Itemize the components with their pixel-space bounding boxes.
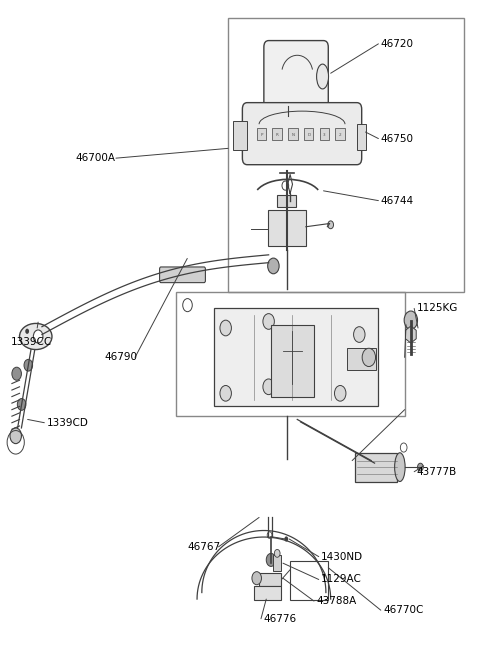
Bar: [268, 211, 306, 247]
FancyBboxPatch shape: [264, 41, 328, 109]
Text: P: P: [260, 133, 263, 136]
Bar: [228, 18, 464, 292]
Bar: [304, 128, 313, 140]
Circle shape: [275, 550, 280, 558]
Ellipse shape: [395, 453, 405, 482]
Bar: [290, 561, 328, 600]
Ellipse shape: [20, 323, 52, 350]
Bar: [320, 128, 329, 140]
Circle shape: [25, 329, 29, 334]
Text: 46744: 46744: [381, 195, 414, 205]
Circle shape: [220, 386, 231, 401]
Circle shape: [263, 314, 275, 329]
Ellipse shape: [317, 64, 328, 89]
Text: 46770C: 46770C: [383, 605, 423, 615]
Text: 1339CC: 1339CC: [11, 337, 52, 348]
Bar: [285, 102, 304, 132]
Bar: [336, 128, 345, 140]
Circle shape: [284, 112, 291, 121]
Bar: [233, 121, 247, 150]
Circle shape: [17, 399, 26, 410]
Text: 46767: 46767: [188, 542, 221, 552]
Text: 46700A: 46700A: [75, 153, 115, 163]
Text: N: N: [291, 133, 294, 136]
Text: R: R: [276, 133, 279, 136]
Text: 1430ND: 1430ND: [321, 552, 363, 562]
Text: 46790: 46790: [104, 352, 137, 362]
Bar: [355, 453, 397, 482]
Circle shape: [24, 359, 33, 371]
Bar: [176, 292, 405, 416]
Text: 1339CD: 1339CD: [47, 418, 89, 428]
Circle shape: [268, 258, 279, 274]
Bar: [348, 348, 376, 371]
Text: D: D: [307, 133, 310, 136]
Text: 46720: 46720: [381, 39, 414, 49]
Bar: [271, 325, 314, 397]
Circle shape: [328, 221, 334, 229]
Text: 1125KG: 1125KG: [417, 304, 458, 314]
Text: 1129AC: 1129AC: [321, 575, 362, 584]
Text: 2: 2: [339, 133, 342, 136]
Circle shape: [362, 348, 375, 367]
Circle shape: [418, 463, 423, 471]
FancyBboxPatch shape: [242, 102, 362, 165]
Text: 3: 3: [323, 133, 326, 136]
Bar: [273, 128, 282, 140]
FancyBboxPatch shape: [159, 267, 205, 283]
Text: 46750: 46750: [381, 134, 414, 144]
Bar: [254, 586, 281, 600]
Bar: [274, 555, 281, 571]
Circle shape: [252, 571, 262, 584]
Bar: [357, 124, 365, 150]
Bar: [259, 573, 281, 586]
Bar: [288, 128, 298, 140]
Circle shape: [284, 537, 288, 542]
Circle shape: [354, 327, 365, 342]
Bar: [277, 195, 296, 207]
Circle shape: [404, 311, 418, 329]
Circle shape: [10, 428, 22, 443]
Text: 43777B: 43777B: [417, 466, 457, 477]
Bar: [257, 128, 266, 140]
Circle shape: [263, 379, 275, 395]
Circle shape: [335, 386, 346, 401]
Bar: [214, 308, 378, 406]
Circle shape: [220, 320, 231, 336]
Text: 46776: 46776: [264, 613, 297, 624]
Circle shape: [266, 554, 276, 566]
Circle shape: [12, 367, 22, 380]
Circle shape: [34, 330, 43, 343]
Text: 43788A: 43788A: [316, 596, 357, 606]
